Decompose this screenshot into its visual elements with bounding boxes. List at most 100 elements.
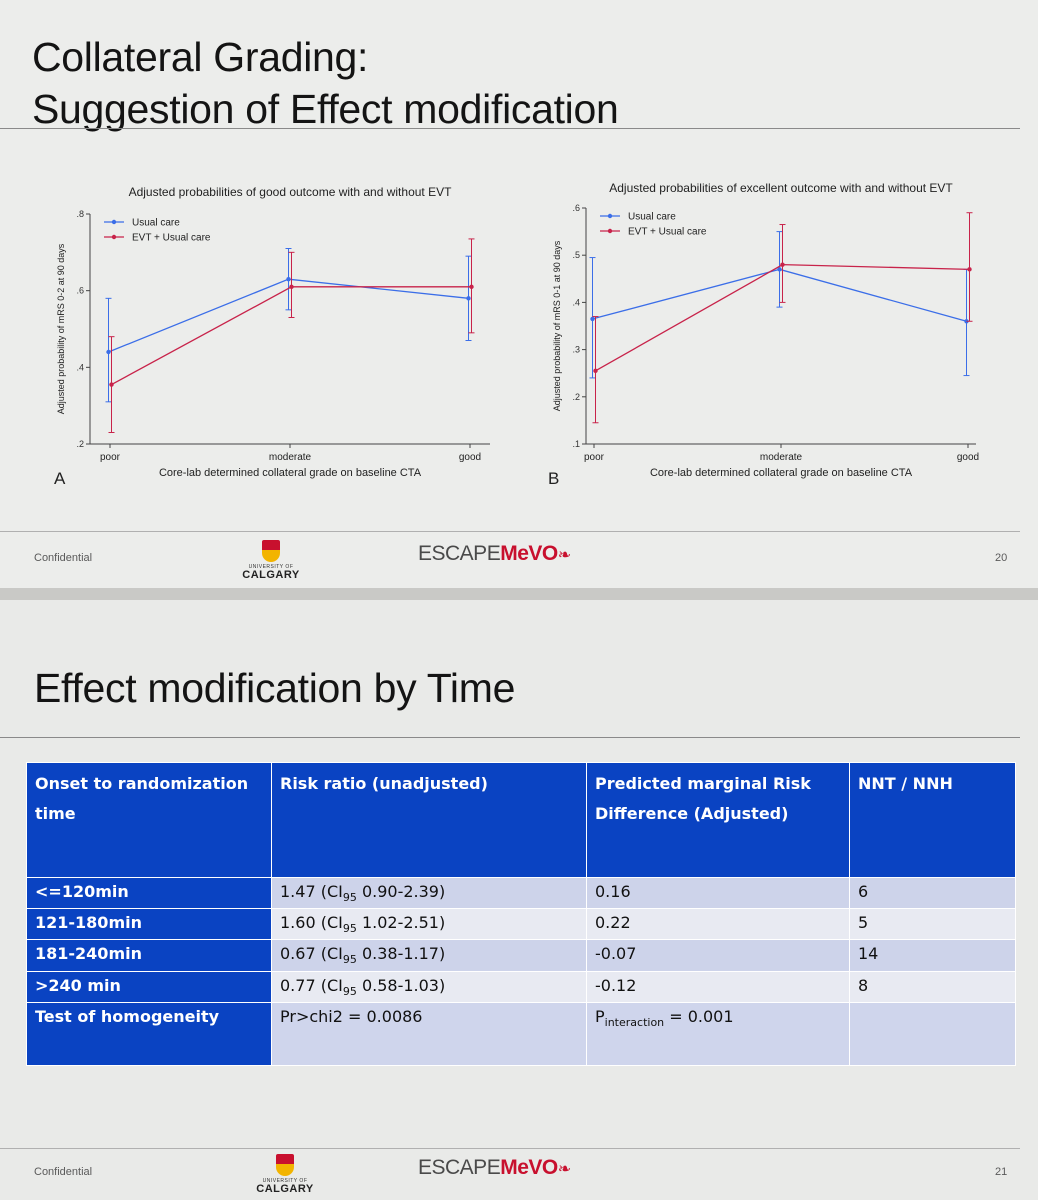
chart-a: Adjusted probabilities of good outcome w… (54, 185, 490, 488)
x-tick-label: poor (584, 452, 605, 463)
footer-confidential: Confidential (34, 552, 93, 564)
chart-b: Adjusted probabilities of excellent outc… (548, 181, 979, 488)
crest-icon (262, 540, 280, 562)
data-point (967, 267, 972, 272)
x-axis-label: Core-lab determined collateral grade on … (650, 467, 913, 479)
nnt-cell: 8 (849, 970, 1016, 1003)
university-logo-name: CALGARY (242, 569, 300, 581)
ci-sub: 95 (342, 891, 357, 905)
slide-title: Effect modification by Time (34, 665, 516, 711)
y-tick-label: .6 (572, 203, 580, 213)
y-tick-label: .6 (76, 286, 84, 296)
ci-sub: 95 (342, 922, 357, 936)
brand-mevo: MeVO (500, 1156, 558, 1179)
p-prefix: P (595, 1006, 605, 1026)
slide-separator (0, 588, 1038, 600)
ci-sub: 95 (342, 953, 357, 967)
escape-mevo-logo: ESCAPEMeVO❧ (418, 1156, 571, 1180)
university-logo-small-text: UNIVERSITY OF (262, 1178, 308, 1184)
ci-range: 0.58-1.03 (361, 975, 439, 995)
data-point (964, 319, 969, 324)
table-row: >240 min 0.77 (CI95 0.58-1.03) -0.12 8 (26, 970, 1016, 1003)
effect-modification-table: Onset to randomization time Risk ratio (… (26, 762, 1016, 1066)
p-sub: interaction (604, 1015, 665, 1029)
page-number: 20 (995, 552, 1008, 564)
crest-icon (276, 1154, 294, 1176)
risk-difference-cell: -0.12 (586, 970, 850, 1003)
y-tick-label: .2 (76, 439, 84, 449)
y-tick-label: .4 (572, 297, 580, 307)
university-logo: UNIVERSITY OF CALGARY (236, 540, 306, 581)
legend-label: EVT + Usual care (132, 233, 211, 244)
title-divider (0, 128, 1020, 129)
y-tick-label: .8 (76, 209, 84, 219)
y-tick-label: .5 (572, 250, 580, 260)
ci-range: 0.90-2.39 (361, 882, 439, 901)
brand-escape: ESCAPE (418, 1156, 501, 1179)
data-point (106, 349, 111, 355)
x-tick-label: good (459, 452, 481, 463)
risk-ratio-cell: 0.67 (CI95 0.38-1.17) (271, 939, 587, 972)
legend-marker (111, 234, 117, 240)
rr-value: 1.60 (280, 913, 316, 933)
ci-range: 0.38-1.17 (361, 944, 439, 964)
x-tick-label: moderate (269, 452, 312, 463)
header-risk-ratio: Risk ratio (unadjusted) (271, 762, 587, 878)
y-tick-label: .3 (572, 345, 580, 355)
data-point (109, 382, 114, 387)
header-risk-difference: Predicted marginal Risk Difference (Adju… (586, 762, 850, 878)
brand-escape: ESCAPE (418, 542, 501, 565)
row-label: Test of homogeneity (26, 1001, 272, 1066)
risk-ratio-cell: 1.47 (CI95 0.90-2.39) (271, 876, 587, 910)
homogeneity-rr-cell: Pr>chi2 = 0.0086 (271, 1001, 587, 1066)
runner-icon: ❧ (557, 547, 571, 564)
table-row: <=120min 1.47 (CI95 0.90-2.39) 0.16 6 (26, 876, 1016, 910)
slide-title-line1: Collateral Grading: (32, 34, 369, 80)
y-tick-label: .2 (572, 392, 580, 402)
legend-marker (607, 213, 613, 219)
interaction-cell: Pinteraction = 0.001 (586, 1001, 850, 1066)
slide-effect-modification-time: Effect modification by Time Onset to ran… (0, 600, 1038, 1200)
slide-collateral-grading: Collateral Grading: Suggestion of Effect… (0, 0, 1038, 588)
header-nnt: NNT / NNH (849, 762, 1016, 878)
risk-difference-cell: 0.22 (586, 908, 850, 941)
footer-divider (0, 531, 1020, 532)
ci-prefix: CI (326, 913, 343, 933)
table-row: 121-180min 1.60 (CI95 1.02-2.51) 0.22 5 (26, 908, 1016, 941)
legend-label: Usual care (132, 218, 180, 229)
x-tick-label: poor (100, 452, 121, 463)
chart-title: Adjusted probabilities of excellent outc… (609, 181, 953, 195)
data-point (777, 267, 782, 272)
university-logo: UNIVERSITY OF CALGARY (250, 1154, 320, 1195)
row-label: >240 min (26, 970, 272, 1003)
data-point (780, 262, 785, 267)
page-number: 21 (995, 1166, 1008, 1178)
footer-confidential: Confidential (34, 1166, 93, 1178)
row-label: 121-180min (26, 908, 272, 941)
rr-value: 1.47 (280, 882, 316, 901)
escape-mevo-logo: ESCAPEMeVO❧ (418, 542, 571, 566)
ci-prefix: CI (326, 882, 343, 901)
rr-value: 0.77 (280, 975, 316, 995)
y-tick-label: .1 (572, 439, 580, 449)
nnt-cell: 5 (849, 908, 1016, 941)
p-value: = 0.001 (664, 1006, 734, 1026)
data-point (590, 316, 595, 322)
slide-title-line2: Suggestion of Effect modification (32, 86, 619, 132)
ci-prefix: CI (326, 944, 343, 964)
table-row-homogeneity: Test of homogeneity Pr>chi2 = 0.0086 Pin… (26, 1001, 1016, 1066)
data-point (286, 276, 291, 282)
risk-difference-cell: -0.07 (586, 939, 850, 972)
university-logo-small-text: UNIVERSITY OF (248, 564, 294, 570)
data-point (593, 368, 598, 374)
risk-ratio-cell: 1.60 (CI95 1.02-2.51) (271, 908, 587, 941)
title-divider (0, 737, 1020, 738)
legend-marker (607, 228, 613, 234)
university-logo-name: CALGARY (256, 1183, 314, 1195)
risk-ratio-cell: 0.77 (CI95 0.58-1.03) (271, 970, 587, 1003)
table-header-row: Onset to randomization time Risk ratio (… (26, 762, 1016, 878)
x-axis-label: Core-lab determined collateral grade on … (159, 467, 422, 479)
y-axis-label: Adjusted probability of mRS 0-2 at 90 da… (56, 243, 66, 414)
footer-divider (0, 1148, 1020, 1149)
panel-letter: B (548, 469, 559, 488)
